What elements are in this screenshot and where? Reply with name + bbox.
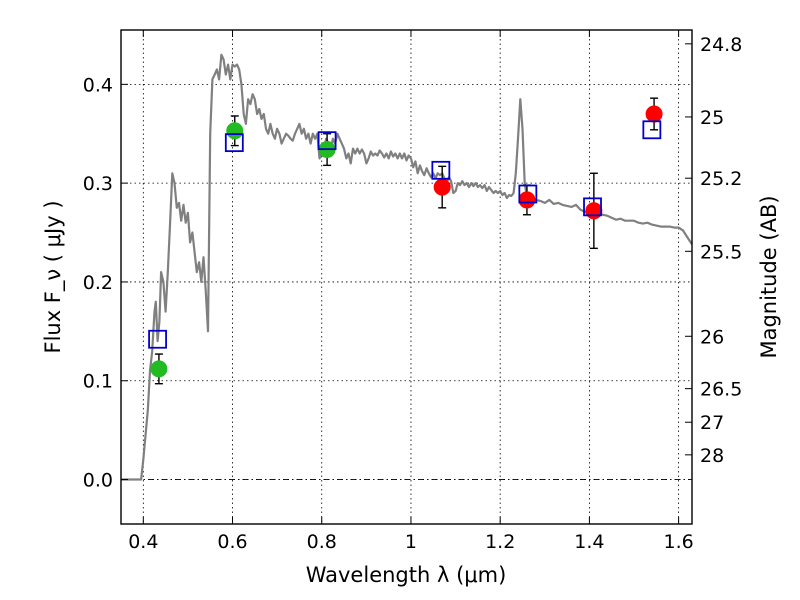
photometry-point xyxy=(433,178,451,196)
y-tick-label: 0.4 xyxy=(83,74,113,96)
y-tick-label: 0.0 xyxy=(83,470,113,492)
photometry-point xyxy=(150,360,168,378)
x-tick-label: 1 xyxy=(405,531,417,553)
y-tick-label: 0.1 xyxy=(83,371,113,393)
x-tick-label: 0.8 xyxy=(307,531,337,553)
y2-tick-label: 26.5 xyxy=(700,379,742,401)
y2-axis-label-text: Magnitude (AB) xyxy=(757,195,781,358)
y-tick-label: 0.2 xyxy=(83,272,113,294)
model-flux-square xyxy=(317,131,337,151)
x-axis-label-text: Wavelength λ (μm) xyxy=(306,563,507,587)
model-flux-square xyxy=(431,160,451,180)
y2-axis-label: Magnitude (AB) xyxy=(757,195,781,358)
y2-tick-label: 25.2 xyxy=(700,168,742,190)
model-spectrum-line xyxy=(121,53,693,481)
model-flux-square xyxy=(224,133,244,153)
x-tick-label: 0.4 xyxy=(128,531,158,553)
photometry-points xyxy=(148,97,663,385)
y2-tick-label: 27 xyxy=(700,412,724,434)
x-tick-label: 1.4 xyxy=(574,531,604,553)
y2-tick-label: 25.5 xyxy=(700,241,742,263)
model-spectrum xyxy=(121,53,693,481)
model-flux-square xyxy=(148,329,167,349)
x-tick-label: 1.6 xyxy=(664,531,694,553)
y-axis-label-text: Flux F_ν ( μJy ) xyxy=(41,200,66,353)
grid-lines xyxy=(121,30,692,524)
axis-ticks: 0.4 0.6 0.8 1 1.2 1.4 1.6 0.0 0.1 0.2 0.3 0.4 24.8 25… xyxy=(83,30,742,553)
photometry-point xyxy=(518,191,536,209)
y-tick-label: 0.3 xyxy=(83,173,113,195)
photometry-point xyxy=(585,202,603,220)
y2-tick-label: 28 xyxy=(700,445,724,467)
x-axis-label: Wavelength λ (μm) xyxy=(306,563,507,587)
y2-tick-label: 25 xyxy=(700,107,724,129)
y2-tick-label: 24.8 xyxy=(700,34,742,56)
plot-frame xyxy=(120,29,693,525)
model-flux-square xyxy=(642,120,662,140)
photometry-point xyxy=(645,105,663,123)
y2-tick-label: 26 xyxy=(700,326,724,348)
x-tick-label: 1.2 xyxy=(485,531,515,553)
model-flux-square xyxy=(518,184,538,204)
photometry-point xyxy=(226,122,244,140)
x-tick-label: 0.6 xyxy=(217,531,247,553)
model-flux-square xyxy=(583,197,602,217)
y-axis-label: Flux F_ν ( μJy ) xyxy=(41,200,66,353)
